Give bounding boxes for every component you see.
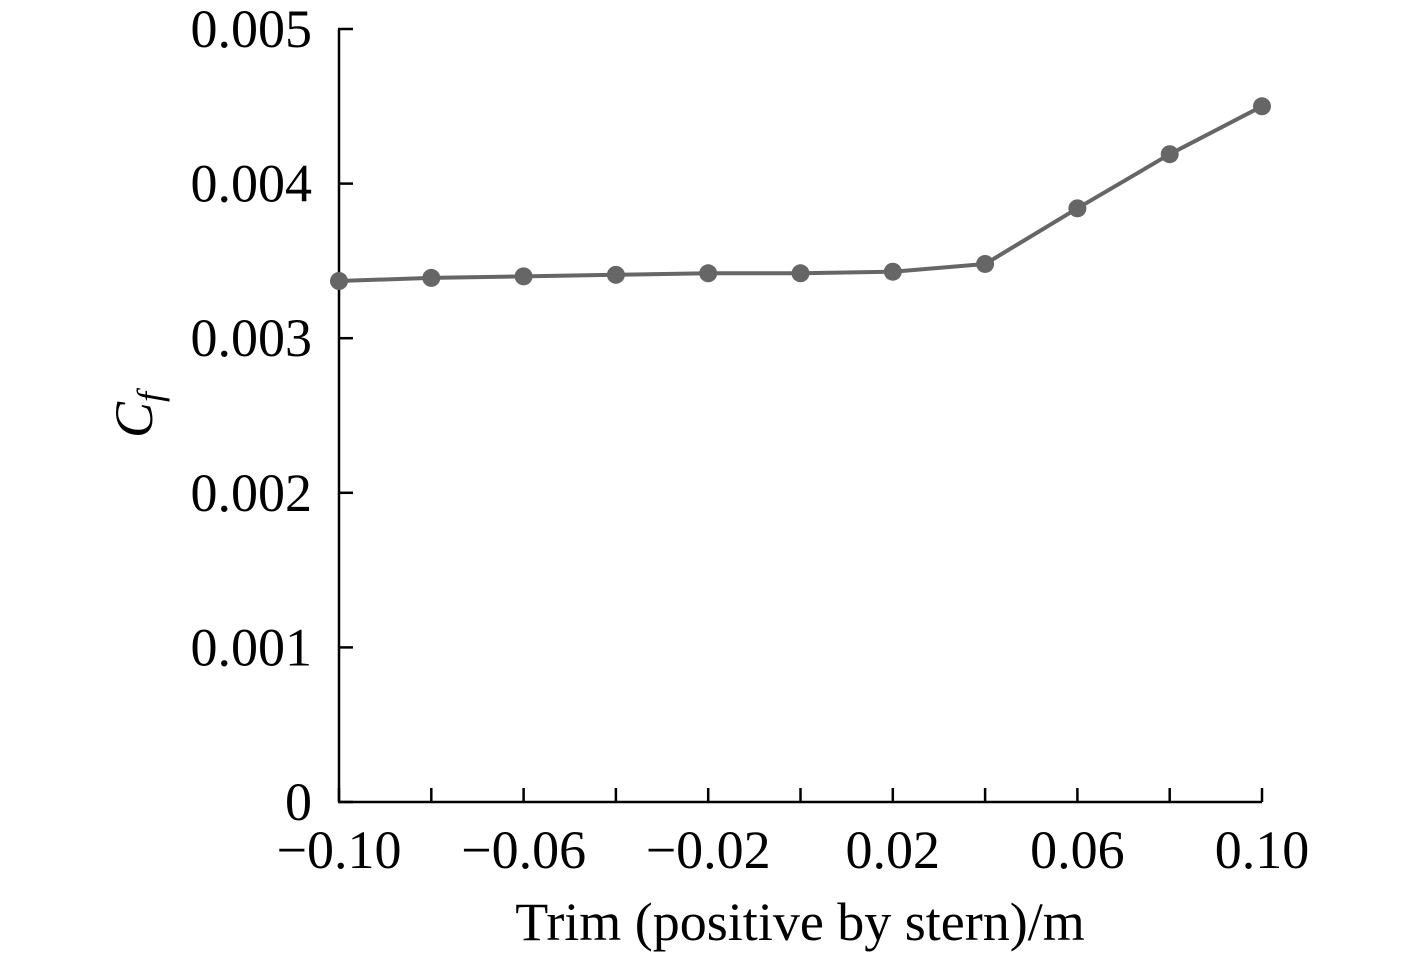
- y-tick-label: 0.002: [191, 463, 313, 523]
- data-point: [1253, 97, 1271, 116]
- y-tick-label: 0.005: [191, 0, 313, 59]
- data-point: [976, 254, 995, 273]
- x-tick-label: −0.06: [461, 820, 586, 880]
- x-tick-label: 0.10: [1215, 820, 1310, 880]
- axes: [337, 29, 1262, 804]
- y-axis-title-subscript: f: [130, 387, 170, 402]
- data-point: [883, 262, 902, 281]
- data-point: [699, 264, 718, 283]
- data-point: [1160, 145, 1179, 164]
- y-tick-label: 0.004: [191, 154, 313, 214]
- y-tick-label: 0.003: [191, 308, 313, 368]
- y-tick-label: 0: [285, 772, 312, 832]
- y-axis-title: Cf: [104, 387, 170, 438]
- x-axis-title: Trim (positive by stern)/m: [515, 892, 1085, 952]
- x-tick-label: −0.02: [646, 820, 771, 880]
- data-point: [422, 268, 441, 287]
- series-line: [338, 104, 1263, 283]
- data-point: [330, 271, 348, 290]
- ticks: 0 0.001 0.002 0.003 0.004 0.005 −0.10 −0.06 −0.0…: [191, 0, 1310, 880]
- series-layer: [330, 97, 1271, 290]
- y-axis-title-main: C: [104, 401, 164, 438]
- y-tick-label: 0.001: [191, 617, 313, 677]
- data-point: [606, 265, 625, 284]
- data-point: [791, 264, 810, 283]
- x-tick-label: 0.02: [846, 820, 941, 880]
- x-tick-label: 0.06: [1030, 820, 1125, 880]
- data-point: [514, 267, 533, 286]
- data-point: [1068, 199, 1087, 218]
- x-tick-label: −0.10: [277, 820, 402, 880]
